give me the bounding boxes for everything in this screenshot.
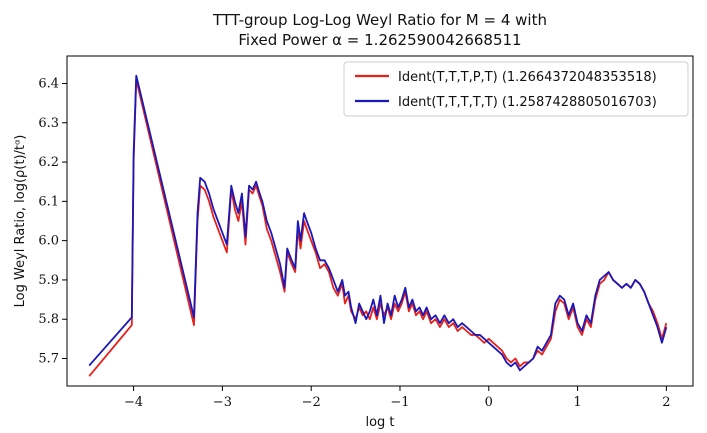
plot-frame: [66, 55, 694, 387]
chart-title-line-2: Fixed Power α = 1.262590042668511: [238, 31, 521, 49]
y-tick-label: 6.1: [38, 194, 59, 209]
y-tick-label: 6.2: [38, 155, 59, 170]
series-line-0: [88, 78, 668, 377]
legend-label-ident-tttpt: Ident(T,T,T,P,T) (1.2664372048353518): [398, 70, 657, 85]
chart-title-line-1: TTT-group Log-Log Weyl Ratio for M = 4 w…: [212, 11, 547, 29]
y-tick-label: 6.4: [38, 77, 59, 92]
series-layer: [88, 74, 668, 377]
y-tick-label: 5.8: [38, 312, 59, 327]
x-tick-label: 1: [573, 395, 581, 410]
y-tick-label: 6.0: [38, 234, 59, 249]
x-tick-label: −3: [213, 395, 232, 410]
x-tick-label: −1: [390, 395, 409, 410]
legend: Ident(T,T,T,P,T) (1.2664372048353518) Id…: [343, 61, 689, 117]
legend-label-ident-ttttt: Ident(T,T,T,T,T) (1.2587428805016703): [398, 95, 657, 110]
y-axis-label: Log Weyl Ratio, log(ρ(t)/tᵅ): [13, 135, 28, 308]
x-tick-label: 2: [662, 395, 670, 410]
legend-box: [343, 61, 689, 117]
y-tick-label: 5.7: [38, 352, 59, 367]
y-tick-label: 5.9: [38, 273, 59, 288]
chart-title: TTT-group Log-Log Weyl Ratio for M = 4 w…: [212, 11, 547, 49]
x-axis: −4 −3 −2 −1 0 1 2: [124, 386, 671, 410]
x-axis-label: log t: [365, 415, 394, 430]
x-tick-label: −2: [302, 395, 321, 410]
x-tick-label: −4: [124, 395, 143, 410]
y-axis: 5.7 5.8 5.9 6.0 6.1 6.2 6.3 6.4: [38, 77, 67, 367]
y-tick-label: 6.3: [38, 116, 59, 131]
series-line-1: [88, 74, 668, 372]
x-tick-label: 0: [485, 395, 493, 410]
